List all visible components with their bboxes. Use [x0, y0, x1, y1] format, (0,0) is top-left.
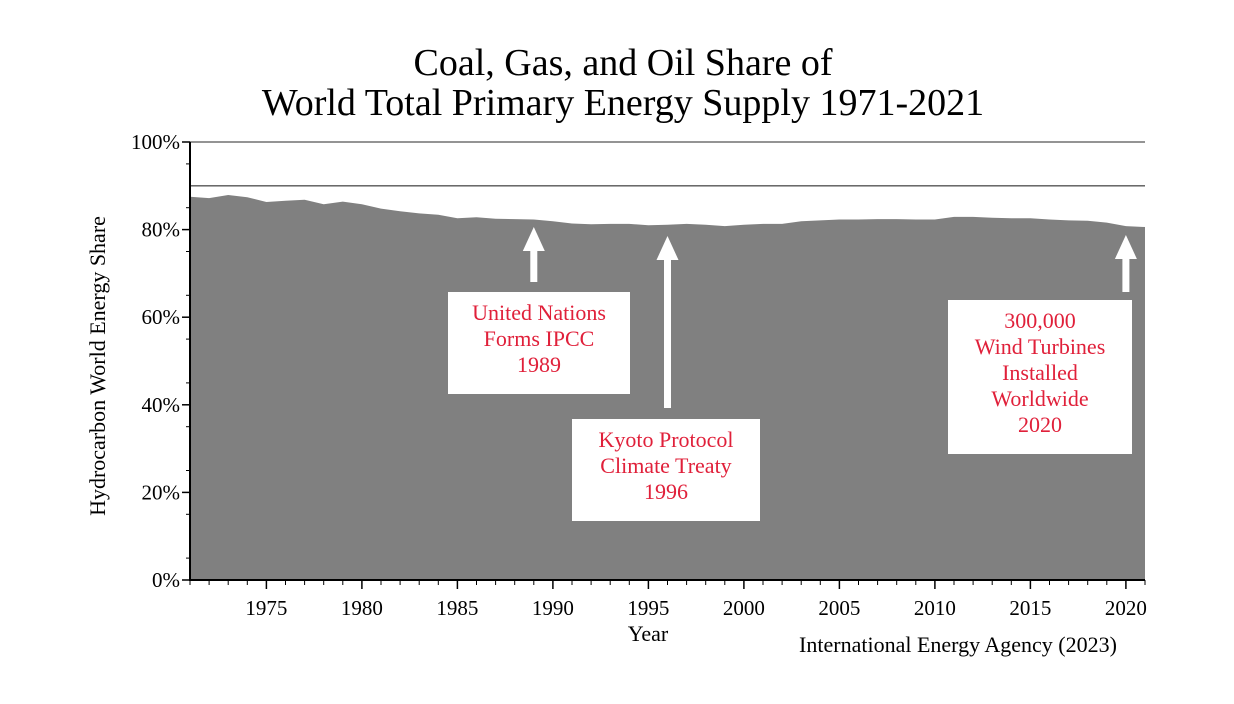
- annotation-box: [948, 300, 1132, 454]
- x-tick-label: 1975: [245, 596, 287, 620]
- annotation-text-line: Installed: [1002, 360, 1078, 385]
- x-tick-label: 2005: [818, 596, 860, 620]
- x-tick-label: 2000: [723, 596, 765, 620]
- annotation-arrow-head: [1114, 235, 1137, 259]
- annotation-text-line: 1996: [644, 479, 688, 504]
- annotation-arrow-head: [656, 236, 679, 260]
- y-tick-label: 80%: [142, 218, 181, 242]
- x-tick-label: 1995: [627, 596, 669, 620]
- source-note: International Energy Agency (2023): [799, 632, 1117, 657]
- y-axis-label: Hydrocarbon World Energy Share: [85, 216, 110, 516]
- annotation-text-line: Forms IPCC: [484, 326, 595, 351]
- x-tick-label: 2015: [1009, 596, 1051, 620]
- x-tick-label: 1990: [532, 596, 574, 620]
- y-tick-label: 60%: [142, 305, 181, 329]
- annotation-text-line: 1989: [517, 352, 561, 377]
- chart-title-line-2: World Total Primary Energy Supply 1971-2…: [262, 82, 984, 124]
- x-tick-label: 1985: [436, 596, 478, 620]
- y-tick-label: 0%: [152, 568, 180, 592]
- annotation-text-line: Climate Treaty: [600, 453, 731, 478]
- y-tick-label: 100%: [131, 130, 180, 154]
- y-tick-label: 40%: [142, 393, 181, 417]
- x-tick-label: 2020: [1105, 596, 1147, 620]
- annotation-text-line: 2020: [1018, 412, 1062, 437]
- annotation-text-line: Worldwide: [991, 386, 1088, 411]
- annotation-text-line: United Nations: [472, 300, 606, 325]
- annotation-text-line: Kyoto Protocol: [598, 427, 733, 452]
- annotation-box: [448, 292, 630, 394]
- annotation-text-line: 300,000: [1004, 308, 1076, 333]
- x-axis-label: Year: [628, 621, 669, 646]
- x-tick-label: 2010: [914, 596, 956, 620]
- annotation-box: [572, 419, 760, 521]
- y-tick-label: 20%: [142, 480, 181, 504]
- x-tick-label: 1980: [341, 596, 383, 620]
- annotation-text-line: Wind Turbines: [975, 334, 1106, 359]
- annotation-arrow-head: [522, 227, 545, 251]
- chart-title-line-1: Coal, Gas, and Oil Share of: [414, 42, 833, 84]
